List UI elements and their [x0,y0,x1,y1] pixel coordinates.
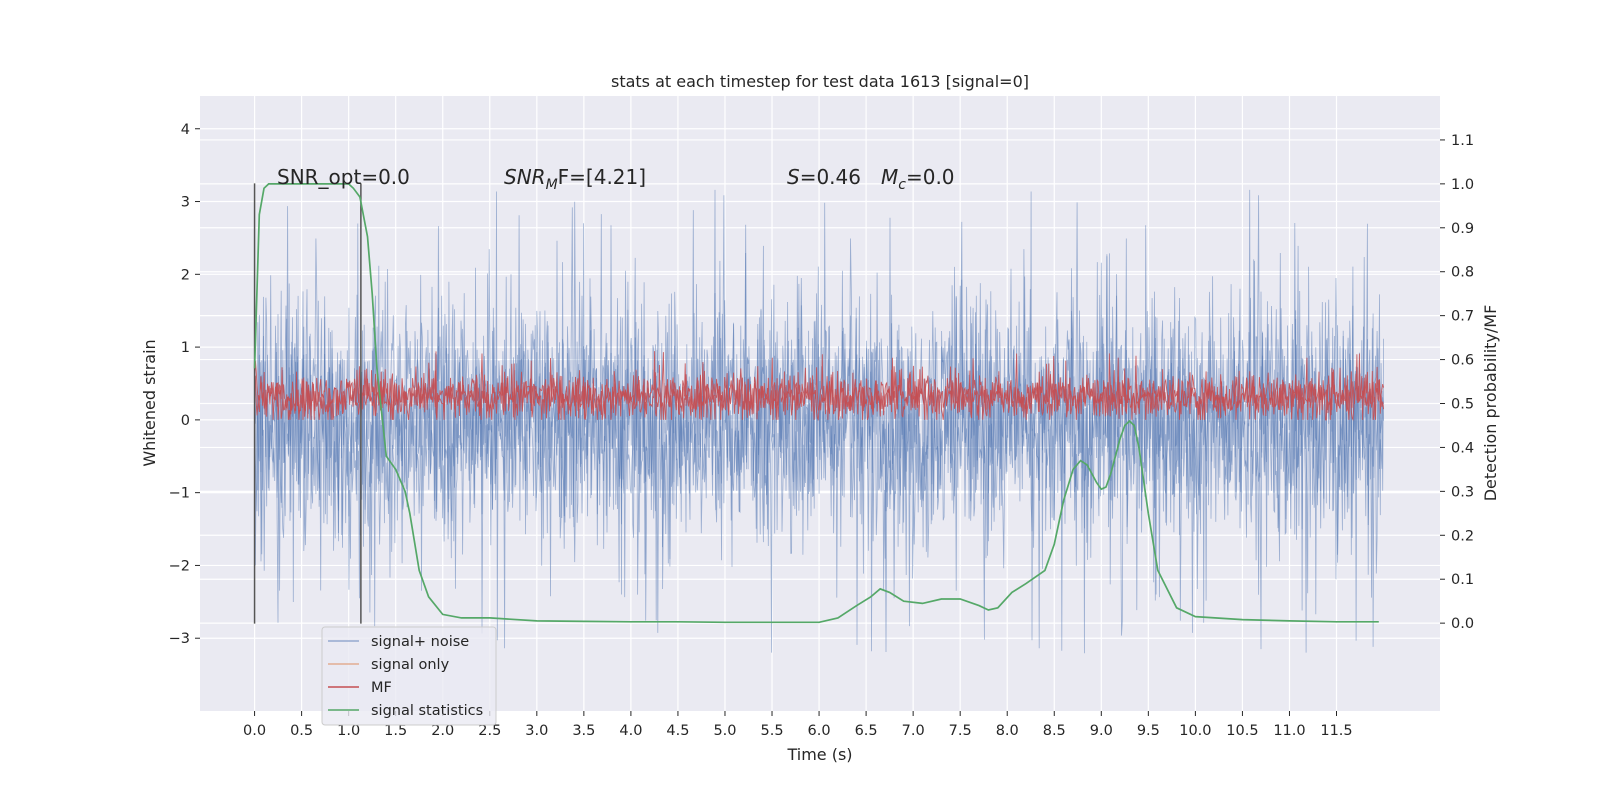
y-right-tick-label-0: 0.0 [1451,616,1474,632]
annotation-snr-mf-value: F=[4.21] [558,165,646,189]
annotation-s: S=0.46 [787,165,861,189]
x-tick-label-18: 9.0 [1090,723,1113,739]
x-tick-label-2: 1.0 [337,723,360,739]
mf-trace-1 [254,351,1385,422]
legend-box [321,626,497,726]
y-right-tick-label-5: 0.5 [1451,397,1474,413]
series-signal-statistics [253,183,1379,624]
y-right-ticks: 0.0 0.1 0.2 0.3 0.4 0.5 0.6 0.7 0.8 0.9 1.0 1.1 [1440,133,1474,632]
y-right-tick-label-11: 1.1 [1451,133,1474,149]
x-tick-label-14: 7.0 [902,723,925,739]
annotation-snr-mf-sub: M [546,177,558,193]
x-tick-label-5: 2.5 [478,723,501,739]
x-tick-label-20: 10.0 [1179,723,1211,739]
y-right-tick-label-1: 0.1 [1451,572,1474,588]
y-left-tick-label-7: 4 [181,122,190,138]
x-tick-label-22: 11.0 [1273,723,1305,739]
y-left-tick-label-2: −1 [169,486,190,502]
y-right-axis-label: Detection probability/MF [1481,305,1500,502]
annotation-mc-sub: c [898,177,906,193]
x-tick-label-1: 0.5 [290,723,313,739]
y-left-tick-label-4: 1 [181,340,190,356]
y-left-tick-label-1: −2 [169,558,190,574]
x-ticks: 0.0 0.5 1.0 1.5 2.0 2.5 3.0 3.5 4.0 4.5 5.0 5.5 6.0 6… [243,711,1353,739]
annotation-s-value: =0.46 [800,165,861,189]
x-tick-label-7: 3.5 [572,723,595,739]
y-right-tick-label-2: 0.2 [1451,528,1474,544]
y-left-tick-label-5: 2 [181,267,190,283]
y-right-tick-label-8: 0.8 [1451,265,1474,281]
y-left-ticks: −3 −2 −1 0 1 2 3 4 [169,122,200,647]
annotation-mc: Mc=0.0 [881,165,955,193]
annotation-mc-value: =0.0 [906,165,955,189]
y-left-tick-label-0: −3 [169,631,190,647]
y-right-tick-label-4: 0.4 [1451,440,1474,456]
x-tick-label-6: 3.0 [525,723,548,739]
x-tick-label-16: 8.0 [996,723,1019,739]
x-tick-label-13: 6.5 [855,723,878,739]
legend-label-signal-statistics: signal statistics [371,703,483,719]
x-tick-label-23: 11.5 [1320,723,1352,739]
legend-label-mf: MF [371,680,392,696]
x-tick-label-8: 4.0 [619,723,642,739]
x-tick-label-15: 7.5 [949,723,972,739]
signal-statistics-line [253,183,1379,624]
y-right-tick-label-7: 0.7 [1451,309,1474,325]
series-mf [254,351,1385,422]
y-left-tick-label-6: 3 [181,195,190,211]
annotation-snr-opt: SNR_opt=0.0 [277,165,410,189]
x-tick-label-9: 4.5 [666,723,689,739]
x-tick-label-11: 5.5 [760,723,783,739]
chart-title: stats at each timestep for test data 161… [611,72,1029,91]
x-tick-label-0: 0.0 [243,723,266,739]
x-tick-label-3: 1.5 [384,723,407,739]
y-right-tick-label-3: 0.3 [1451,484,1474,500]
x-tick-label-4: 2.0 [431,723,454,739]
x-axis-label: Time (s) [786,745,852,764]
y-right-tick-label-9: 0.9 [1451,221,1474,237]
legend-label-signal-only: signal only [371,657,450,673]
signal-noise-trace-0 [254,207,1384,654]
y-left-axis-label: Whitened strain [140,339,159,466]
annotation-mc-symbol: M [881,165,898,189]
x-tick-label-17: 8.5 [1043,723,1066,739]
legend: signal+ noise signal only MF signal stat… [321,626,497,726]
x-tick-label-21: 10.5 [1226,723,1258,739]
y-right-tick-label-10: 1.0 [1451,177,1474,193]
vertical-markers [253,183,362,624]
y-left-tick-label-3: 0 [181,413,190,429]
legend-label-signal-noise: signal+ noise [371,634,469,650]
annotation-snr-mf-prefix: SNR [504,165,546,189]
annotation-s-symbol: S [787,165,800,189]
annotations: SNR_opt=0.0 SNRMF=[4.21] S=0.46 Mc=0.0 [277,165,955,193]
x-tick-label-19: 9.5 [1137,723,1160,739]
annotation-snr-mf: SNRMF=[4.21] [504,165,646,193]
x-tick-label-10: 5.0 [713,723,736,739]
y-right-tick-label-6: 0.6 [1451,353,1474,369]
x-tick-label-12: 6.0 [808,723,831,739]
